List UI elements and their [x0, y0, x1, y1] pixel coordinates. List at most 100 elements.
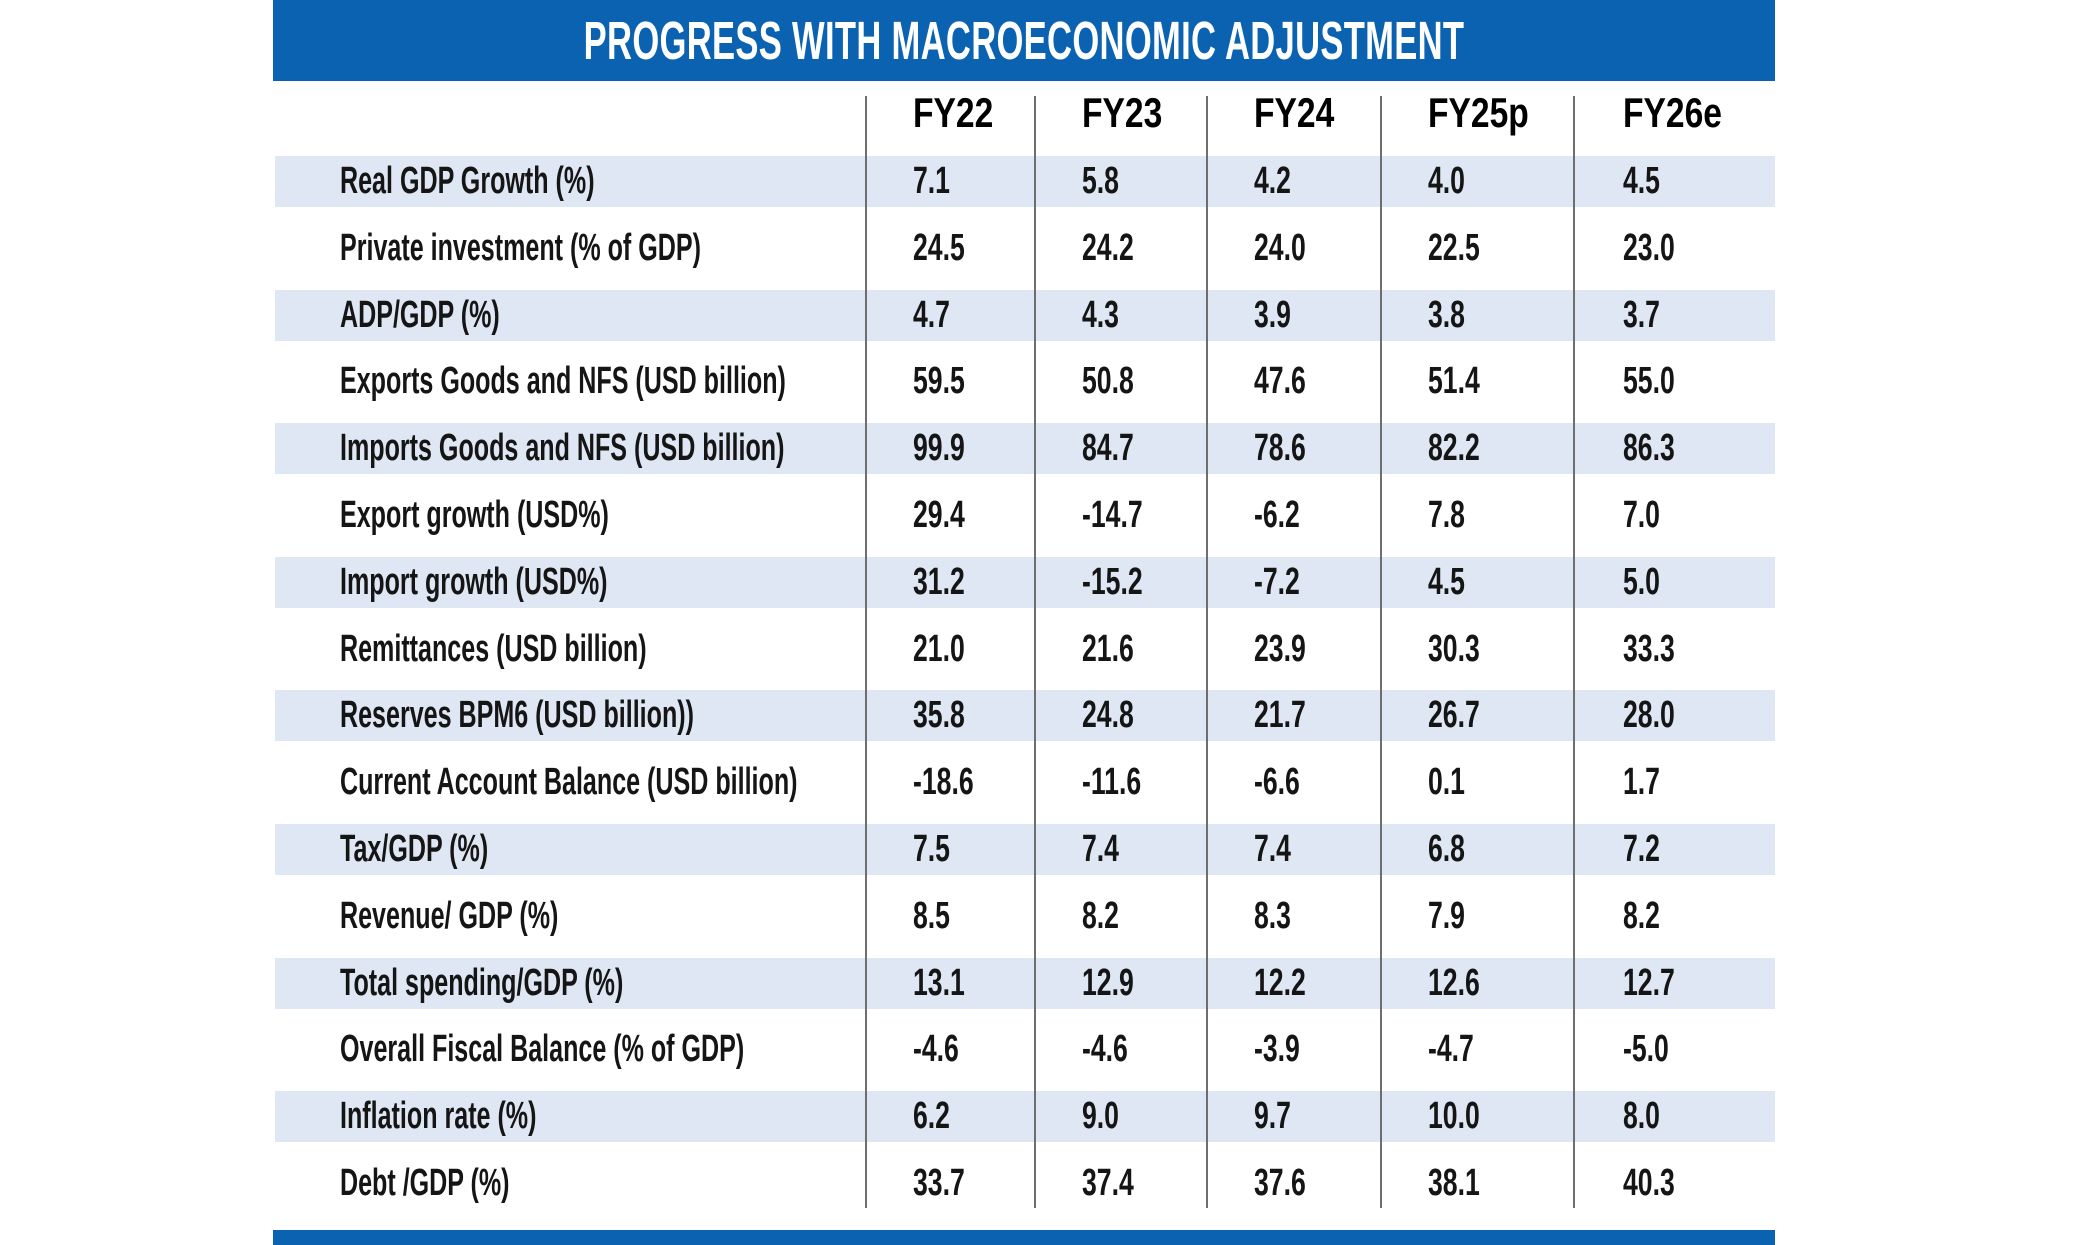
cell-fy24: 47.6: [1254, 356, 1328, 407]
cell-value: 7.1: [913, 160, 950, 202]
cell-fy23: 24.2: [1082, 223, 1156, 274]
cell-value: 24.2: [1082, 226, 1134, 269]
cell-value: 24.8: [1082, 694, 1134, 737]
column-header-fy25p-label: FY25p: [1428, 89, 1529, 136]
cell-fy25p: 6.8: [1428, 824, 1481, 875]
cell-fy24: 21.7: [1254, 690, 1328, 741]
cell-fy25p: 10.0: [1428, 1091, 1502, 1142]
cell-value: 22.5: [1428, 226, 1480, 269]
table-row-exports-goods-nfs: Exports Goods and NFS (USD billion) 59.5…: [275, 356, 1775, 407]
cell-fy26e: 1.7: [1623, 757, 1676, 808]
row-label: Private investment (% of GDP): [340, 223, 887, 274]
column-header-fy25p: FY25p: [1428, 88, 1554, 138]
cell-value: 24.0: [1254, 226, 1306, 269]
column-header-fy23-label: FY23: [1082, 89, 1163, 136]
cell-value: 84.7: [1082, 427, 1134, 470]
data-table: Real GDP Growth (%) 7.1 5.8 4.2 4.0 4.5 …: [275, 156, 1775, 1225]
cell-fy25p: 7.8: [1428, 490, 1481, 541]
column-divider: [865, 96, 867, 1208]
column-header-fy26e: FY26e: [1623, 88, 1747, 138]
column-header-fy23: FY23: [1082, 88, 1182, 138]
cell-fy23: 24.8: [1082, 690, 1156, 741]
cell-fy23: -11.6: [1082, 757, 1167, 808]
cell-value: 38.1: [1428, 1161, 1480, 1204]
cell-value: -3.9: [1254, 1028, 1300, 1071]
cell-fy23: 7.4: [1082, 824, 1135, 875]
cell-value: 4.0: [1428, 160, 1465, 202]
cell-value: 8.2: [1623, 894, 1660, 937]
cell-fy23: 8.2: [1082, 891, 1135, 942]
column-header-fy22-label: FY22: [913, 89, 994, 136]
cell-fy26e: 28.0: [1623, 690, 1697, 741]
row-label-text: Current Account Balance (USD billion): [340, 761, 798, 804]
table-row-overall-fiscal-balance: Overall Fiscal Balance (% of GDP) -4.6 -…: [275, 1024, 1775, 1075]
row-label: Imports Goods and NFS (USD billion): [340, 423, 1013, 474]
cell-fy22: 59.5: [913, 356, 987, 407]
cell-fy24: 4.2: [1254, 156, 1307, 207]
table-row-imports-goods-nfs: Imports Goods and NFS (USD billion) 99.9…: [275, 423, 1775, 475]
cell-value: 4.2: [1254, 160, 1291, 202]
table-row-current-account-balance: Current Account Balance (USD billion) -1…: [275, 757, 1775, 808]
column-divider: [1034, 96, 1036, 1208]
table-row-revenue-gdp: Revenue/ GDP (%) 8.5 8.2 8.3 7.9 8.2: [275, 891, 1775, 942]
cell-value: -4.6: [913, 1028, 959, 1071]
row-label: Debt /GDP (%): [340, 1158, 597, 1209]
row-label-text: Reserves BPM6 (USD billion)): [340, 694, 694, 737]
row-label-text: Exports Goods and NFS (USD billion): [340, 360, 786, 403]
cell-value: 3.9: [1254, 293, 1291, 336]
table-row-remittances: Remittances (USD billion) 21.0 21.6 23.9…: [275, 624, 1775, 675]
cell-fy23: 9.0: [1082, 1091, 1135, 1142]
cell-value: 12.6: [1428, 961, 1480, 1004]
cell-fy24: -7.2: [1254, 557, 1319, 608]
row-label: Remittances (USD billion): [340, 624, 805, 675]
cell-value: 10.0: [1428, 1095, 1480, 1138]
row-label: Export growth (USD%): [340, 490, 747, 541]
cell-fy24: 9.7: [1254, 1091, 1307, 1142]
column-header-fy26e-label: FY26e: [1623, 89, 1722, 136]
cell-value: 3.8: [1428, 293, 1465, 336]
cell-value: 99.9: [913, 427, 965, 470]
cell-fy22: 29.4: [913, 490, 987, 541]
cell-value: 33.3: [1623, 627, 1675, 670]
cell-fy24: -6.6: [1254, 757, 1319, 808]
cell-fy22: 6.2: [913, 1091, 966, 1142]
table-row-inflation-rate: Inflation rate (%) 6.2 9.0 9.7 10.0 8.0: [275, 1091, 1775, 1143]
cell-value: 37.4: [1082, 1161, 1134, 1204]
cell-value: 78.6: [1254, 427, 1306, 470]
table-row-total-spending-gdp: Total spending/GDP (%) 13.1 12.9 12.2 12…: [275, 957, 1775, 1009]
cell-fy23: -4.6: [1082, 1024, 1147, 1075]
cell-fy22: 21.0: [913, 624, 987, 675]
cell-value: -5.0: [1623, 1028, 1669, 1071]
column-header-fy24-label: FY24: [1254, 89, 1335, 136]
row-label: Reserves BPM6 (USD billion)): [340, 690, 876, 741]
cell-fy26e: 86.3: [1623, 423, 1697, 474]
cell-value: 55.0: [1623, 360, 1675, 403]
row-label-text: Tax/GDP (%): [340, 827, 489, 870]
cell-fy22: 24.5: [913, 223, 987, 274]
cell-fy25p: 7.9: [1428, 891, 1481, 942]
row-label-text: Remittances (USD billion): [340, 627, 647, 670]
cell-value: 9.7: [1254, 1095, 1291, 1138]
cell-fy26e: 5.0: [1623, 557, 1676, 608]
table-row-reserves-bpm6: Reserves BPM6 (USD billion)) 35.8 24.8 2…: [275, 690, 1775, 742]
cell-fy26e: 8.0: [1623, 1091, 1676, 1142]
table-row-adp-gdp: ADP/GDP (%) 4.7 4.3 3.9 3.8 3.7: [275, 289, 1775, 341]
row-label-text: Total spending/GDP (%): [340, 961, 624, 1004]
cell-value: 26.7: [1428, 694, 1480, 737]
row-label-text: ADP/GDP (%): [340, 293, 500, 336]
cell-value: 23.9: [1254, 627, 1306, 670]
row-label: Revenue/ GDP (%): [340, 891, 671, 942]
cell-value: 8.5: [913, 894, 950, 937]
cell-fy23: 12.9: [1082, 958, 1156, 1009]
cell-fy24: 37.6: [1254, 1158, 1328, 1209]
bottom-accent-bar: [273, 1230, 1775, 1245]
row-label-text: Debt /GDP (%): [340, 1161, 510, 1204]
cell-value: 0.1: [1428, 761, 1465, 804]
cell-value: -4.7: [1428, 1028, 1474, 1071]
row-label-text: Private investment (% of GDP): [340, 226, 701, 269]
cell-fy25p: 38.1: [1428, 1158, 1502, 1209]
cell-fy22: 31.2: [913, 557, 987, 608]
cell-fy22: 7.5: [913, 824, 966, 875]
row-label: Import growth (USD%): [340, 557, 745, 608]
cell-fy22: 33.7: [913, 1158, 987, 1209]
